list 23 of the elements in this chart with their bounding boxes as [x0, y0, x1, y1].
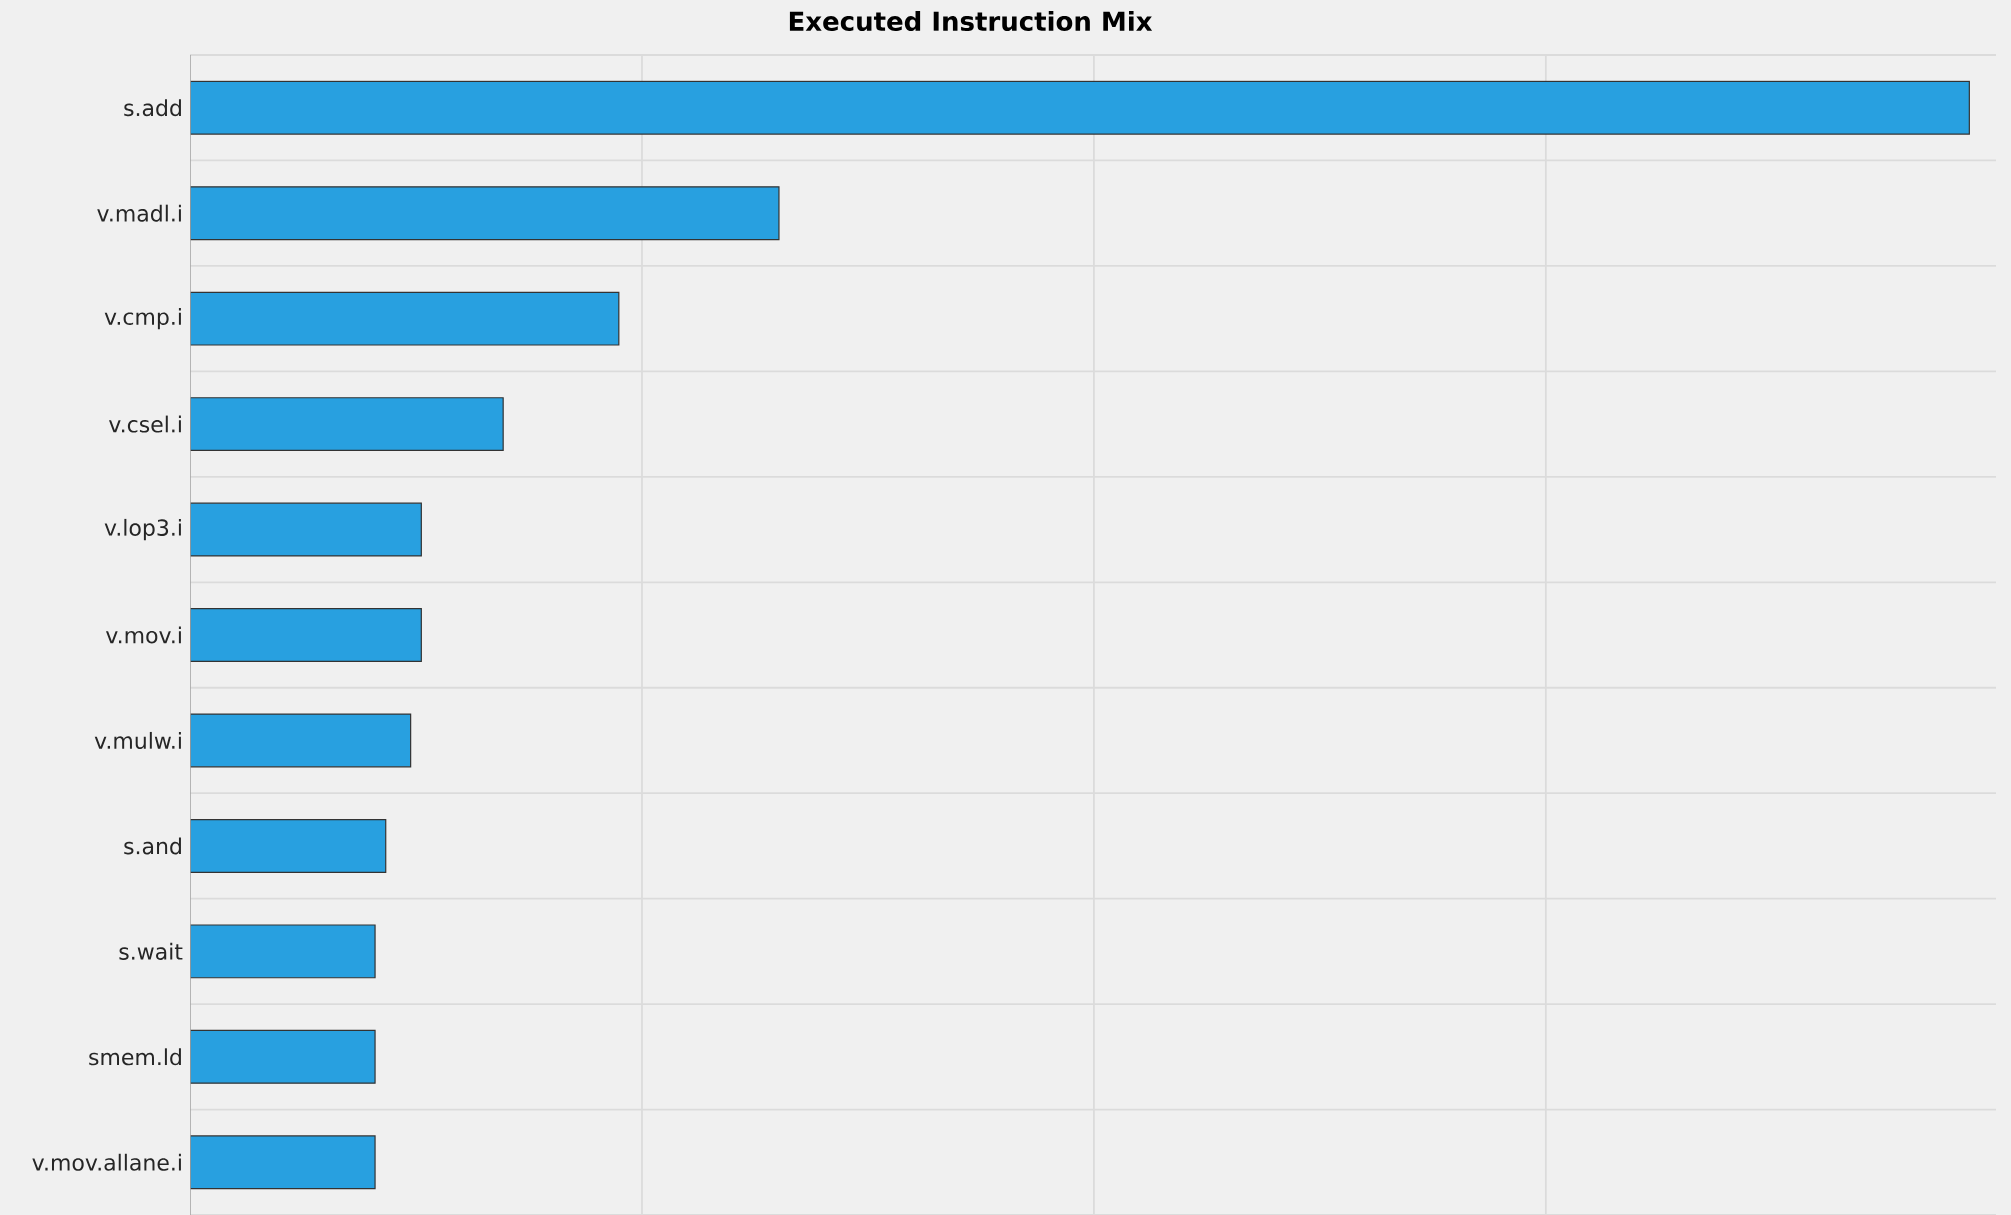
- y-tick-label: v.mov.allane.i: [32, 1153, 181, 1171]
- bar: [190, 80, 1970, 135]
- y-tick-label: v.mov.i: [105, 626, 181, 644]
- y-tick-label: v.lop3.i: [104, 518, 181, 541]
- bar: [190, 291, 620, 346]
- bar: [190, 1029, 376, 1084]
- y-tick-label: v.mulw.i: [94, 731, 181, 749]
- bar: [190, 1135, 376, 1190]
- y-tick-label: s.add: [124, 99, 181, 117]
- bar: [190, 924, 376, 979]
- bar: [190, 186, 780, 241]
- bar: [190, 397, 504, 452]
- bar: [190, 608, 422, 662]
- y-tick-label: v.csel.i: [108, 415, 181, 433]
- y-tick-label: s.and: [124, 837, 181, 855]
- y-tick-label: v.madl.i: [97, 204, 181, 222]
- bar: [190, 713, 412, 768]
- chart-title: Executed Instruction Mix: [789, 10, 1153, 32]
- bar: [190, 818, 387, 873]
- y-tick-label: s.wait: [119, 942, 183, 960]
- y-tick-label: v.cmp.i: [104, 307, 181, 330]
- y-tick-label: smem.ld: [89, 1048, 181, 1066]
- bar: [190, 502, 422, 557]
